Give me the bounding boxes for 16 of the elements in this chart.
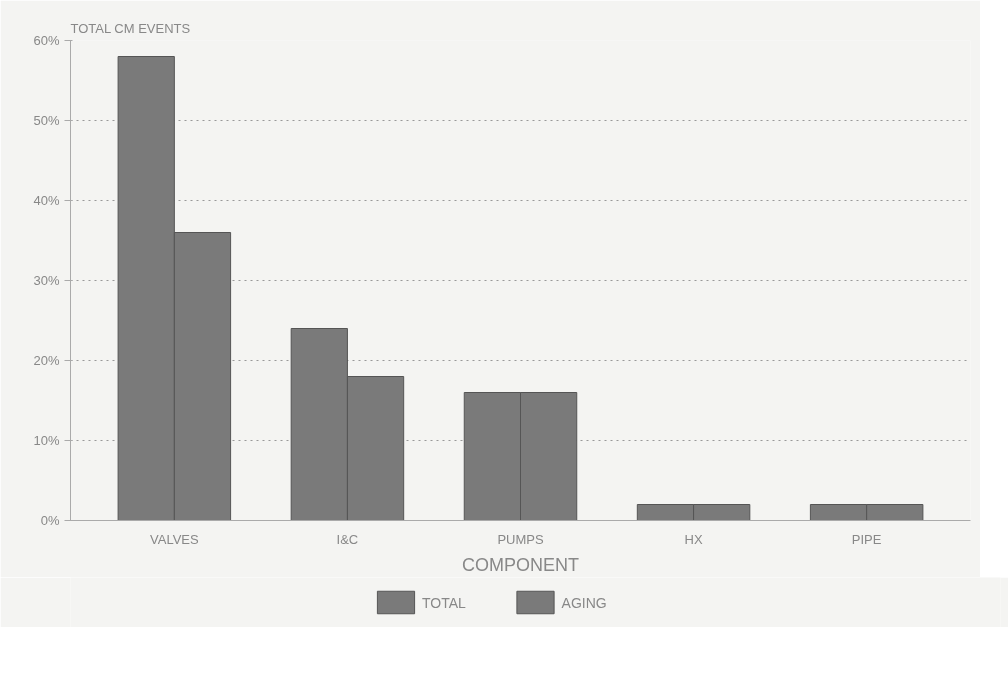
x-tick-label: PIPE [851,531,882,547]
y-tick-label: 30% [33,273,60,288]
y-axis-title: TOTAL CM EVENTS [70,20,191,36]
x-tick-label: HX [684,531,703,547]
legend-label: AGING [561,594,607,611]
y-tick-label: 40% [33,193,60,208]
x-tick-label: I&C [336,531,359,547]
legend-label: TOTAL [422,594,467,611]
x-axis-title: COMPONENT [462,554,579,575]
x-tick-label: PUMPS [497,531,544,547]
y-tick-label: 0% [40,513,60,528]
y-tick-label: 10% [33,433,60,448]
y-tick-label: 20% [33,353,60,368]
x-tick-label: VALVES [150,531,199,547]
y-tick-label: 60% [33,33,60,48]
y-tick-label: 50% [33,113,60,128]
